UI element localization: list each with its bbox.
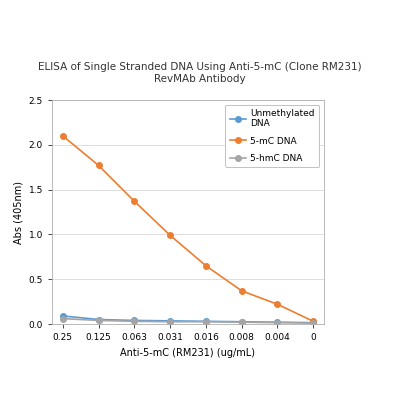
Unmethylated
DNA bbox=[275, 320, 280, 325]
5-mC DNA bbox=[168, 233, 172, 238]
5-mC DNA bbox=[275, 302, 280, 307]
Unmethylated
DNA bbox=[239, 319, 244, 324]
5-hmC DNA bbox=[132, 319, 137, 324]
5-hmC DNA bbox=[168, 319, 172, 324]
X-axis label: Anti-5-mC (RM231) (ug/mL): Anti-5-mC (RM231) (ug/mL) bbox=[120, 348, 256, 358]
Line: 5-hmC DNA: 5-hmC DNA bbox=[60, 316, 316, 326]
Y-axis label: Abs (405nm): Abs (405nm) bbox=[13, 180, 23, 244]
Unmethylated
DNA bbox=[311, 320, 316, 325]
5-mC DNA bbox=[311, 319, 316, 324]
Unmethylated
DNA bbox=[204, 319, 208, 324]
5-mC DNA bbox=[239, 288, 244, 293]
5-mC DNA bbox=[96, 163, 101, 168]
5-mC DNA bbox=[204, 263, 208, 268]
5-mC DNA bbox=[60, 134, 65, 138]
Unmethylated
DNA bbox=[60, 314, 65, 318]
5-hmC DNA bbox=[239, 320, 244, 325]
5-hmC DNA bbox=[311, 321, 316, 326]
5-hmC DNA bbox=[275, 320, 280, 325]
5-hmC DNA bbox=[96, 318, 101, 323]
Line: 5-mC DNA: 5-mC DNA bbox=[60, 133, 316, 324]
Unmethylated
DNA bbox=[132, 318, 137, 323]
5-hmC DNA bbox=[204, 319, 208, 324]
5-mC DNA bbox=[132, 199, 137, 204]
5-hmC DNA bbox=[60, 316, 65, 321]
Unmethylated
DNA bbox=[168, 318, 172, 323]
Legend: Unmethylated
DNA, 5-mC DNA, 5-hmC DNA: Unmethylated DNA, 5-mC DNA, 5-hmC DNA bbox=[225, 104, 320, 167]
Line: Unmethylated
DNA: Unmethylated DNA bbox=[60, 313, 316, 326]
Text: ELISA of Single Stranded DNA Using Anti-5-mC (Clone RM231)
RevMAb Antibody: ELISA of Single Stranded DNA Using Anti-… bbox=[38, 62, 362, 84]
Unmethylated
DNA bbox=[96, 317, 101, 322]
